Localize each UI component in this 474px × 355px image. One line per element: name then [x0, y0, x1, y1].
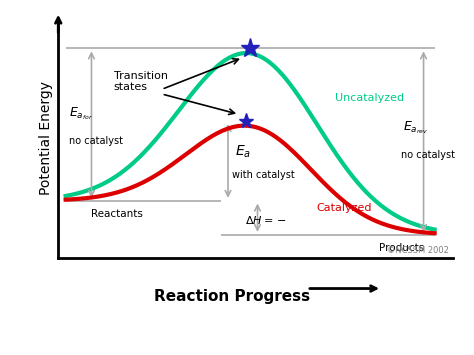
- Text: Uncatalyzed: Uncatalyzed: [335, 93, 404, 103]
- Text: Transition
states: Transition states: [114, 71, 168, 92]
- Text: $E_a$: $E_a$: [236, 144, 252, 160]
- Text: no catalyst: no catalyst: [69, 136, 123, 146]
- Text: Reaction Progress: Reaction Progress: [154, 289, 310, 304]
- Y-axis label: Potential Energy: Potential Energy: [39, 81, 53, 195]
- Text: no catalyst: no catalyst: [401, 150, 456, 160]
- Text: $E_{a_{for}}$: $E_{a_{for}}$: [69, 105, 93, 121]
- Text: Products: Products: [379, 243, 425, 253]
- Text: with catalyst: with catalyst: [232, 170, 294, 180]
- Text: ©NCSSM 2002: ©NCSSM 2002: [387, 246, 449, 255]
- Text: Reactants: Reactants: [91, 209, 143, 219]
- Text: Catalyzed: Catalyzed: [317, 203, 372, 213]
- Text: $\Delta H = -$: $\Delta H = -$: [245, 214, 286, 226]
- Text: $E_{a_{rev}}$: $E_{a_{rev}}$: [403, 120, 428, 136]
